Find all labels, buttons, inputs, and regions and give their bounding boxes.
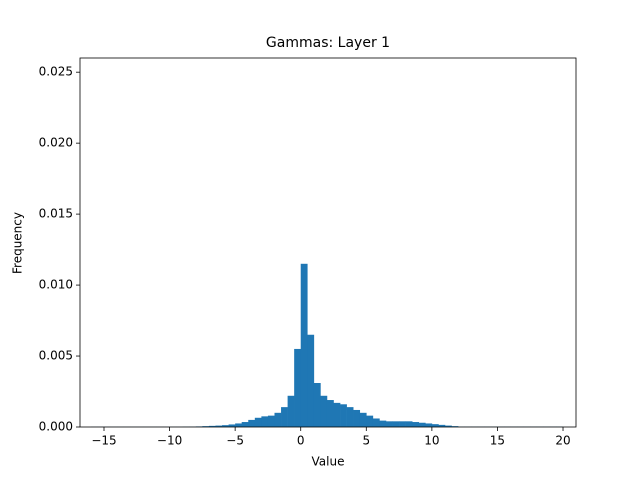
x-tick-label: 5: [362, 434, 370, 448]
bar: [412, 422, 420, 427]
x-tick-label: 20: [555, 434, 570, 448]
bar: [228, 424, 236, 427]
bar: [366, 415, 374, 427]
bar: [274, 412, 282, 427]
x-tick-label: 0: [297, 434, 305, 448]
bar: [287, 395, 295, 427]
bar: [399, 421, 406, 427]
bar: [359, 412, 367, 427]
chart-title: Gammas: Layer 1: [266, 35, 390, 51]
y-tick-label: 0.000: [39, 420, 73, 434]
bar: [444, 425, 452, 427]
bar: [346, 407, 354, 427]
bar: [202, 426, 210, 427]
bar: [313, 383, 321, 427]
bar: [208, 425, 216, 427]
y-axis-label: Frequency: [11, 212, 25, 274]
bar: [405, 421, 413, 427]
bar: [307, 334, 315, 427]
bar: [326, 400, 334, 427]
bar: [451, 426, 459, 427]
y-tick-label: 0.015: [39, 207, 73, 221]
bar: [241, 422, 249, 427]
bar: [431, 424, 439, 427]
bar: [425, 423, 433, 427]
x-tick-label: −15: [91, 434, 116, 448]
y-tick-label: 0.010: [39, 278, 73, 292]
x-tick-label: −10: [157, 434, 182, 448]
bar: [222, 425, 229, 427]
y-tick-label: 0.005: [39, 349, 73, 363]
bar: [261, 416, 269, 427]
bar: [392, 421, 400, 427]
bar: [379, 420, 387, 427]
x-tick-label: 15: [490, 434, 505, 448]
bar: [372, 418, 380, 427]
y-tick-label: 0.020: [39, 136, 73, 150]
bar: [294, 348, 302, 427]
bar: [418, 422, 426, 427]
bar: [235, 423, 243, 427]
bar: [340, 404, 347, 427]
bar: [320, 395, 328, 427]
bar: [385, 421, 393, 427]
bar: [267, 415, 275, 427]
bar: [300, 263, 308, 427]
bar: [254, 417, 262, 427]
plot-frame: [79, 57, 577, 428]
bar: [281, 407, 288, 427]
x-tick-label: −5: [226, 434, 244, 448]
x-tick-label: 10: [424, 434, 439, 448]
x-axis-label: Value: [312, 455, 345, 469]
bar: [333, 402, 341, 427]
bar: [215, 425, 223, 427]
bar: [438, 424, 446, 427]
bar: [248, 419, 256, 427]
y-tick-label: 0.025: [39, 65, 73, 79]
bar: [353, 409, 361, 427]
